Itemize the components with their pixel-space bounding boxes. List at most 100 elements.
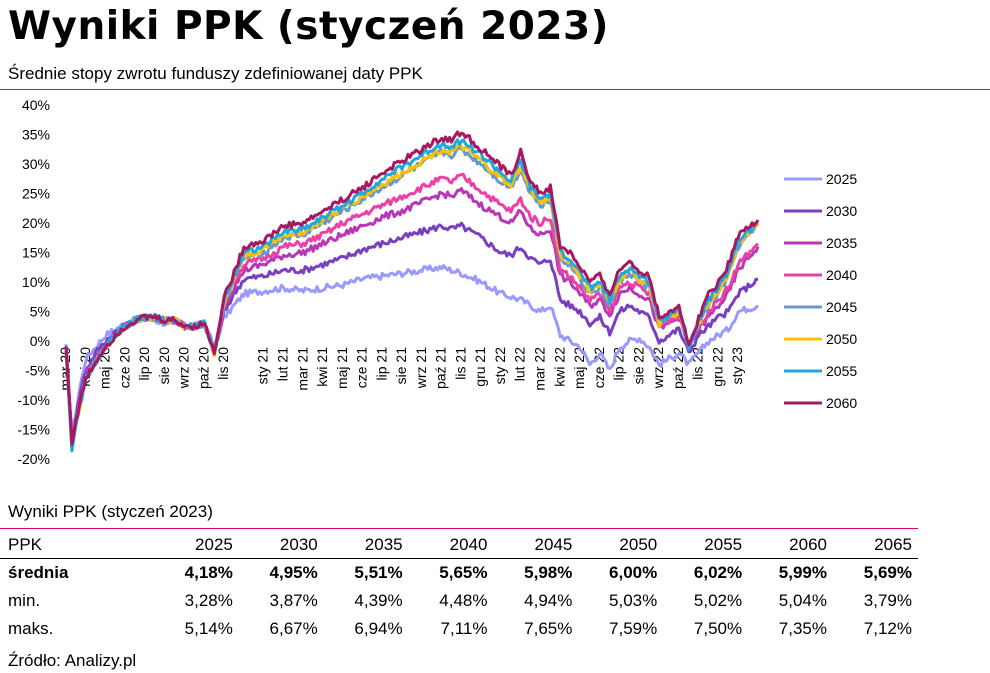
column-header: 2045 [493, 532, 579, 559]
table-cell: 7,59% [609, 619, 658, 638]
x-tick-label: gru 21 [472, 347, 488, 387]
x-tick-label: gru 22 [709, 347, 725, 387]
legend-label-2035: 2035 [826, 235, 857, 251]
y-tick-label: -5% [25, 363, 50, 379]
x-tick-label: lip 20 [136, 347, 152, 381]
table-cell: 5,65% [439, 563, 488, 582]
y-tick-label: 5% [30, 304, 50, 320]
table-cell: 4,95% [269, 563, 318, 582]
table-cell: 7,65% [524, 619, 573, 638]
legend-label-2060: 2060 [826, 395, 857, 411]
table-cell: 7,50% [693, 619, 743, 638]
series-line-2030 [64, 221, 759, 446]
y-tick-label: 0% [30, 333, 50, 349]
y-tick-label: -15% [17, 422, 50, 438]
table-caption: Wyniki PPK (styczeń 2023) [8, 502, 213, 521]
y-tick-label: 40% [22, 97, 50, 113]
legend-label-2045: 2045 [826, 299, 857, 315]
column-header: 2040 [408, 532, 494, 559]
table-row-average: średnia 4,18% 4,95% 5,51% 5,65% 5,98% 6,… [0, 559, 918, 588]
legend-label-2050: 2050 [826, 331, 857, 347]
column-header: 2025 [154, 532, 239, 559]
table-cell: 7,12% [863, 619, 912, 638]
table-cell: 5,99% [778, 563, 827, 582]
legend-label-2025: 2025 [826, 171, 857, 187]
x-tick-label: lis 21 [452, 347, 468, 380]
line-chart: -20% -15% -10% -5% 0% 5% 10% 15% 20% 25% 30% 35% 40%… [17, 97, 857, 467]
table-cell: 3,79% [863, 591, 912, 610]
table-header-row: PPK 2025 2030 2035 2040 2045 2050 2055 2… [0, 532, 918, 559]
table-cell: 4,18% [184, 563, 233, 582]
y-axis: -20% -15% -10% -5% 0% 5% 10% 15% 20% 25% 30% 35% 40% [17, 97, 50, 467]
legend-label-2055: 2055 [826, 363, 857, 379]
table-cell: 3,87% [269, 591, 318, 610]
table-cell: 5,98% [524, 563, 573, 582]
y-tick-label: 20% [22, 215, 50, 231]
x-tick-label: wrz 21 [413, 347, 429, 389]
title-rule [0, 89, 990, 90]
table-cell: 4,48% [439, 591, 488, 610]
x-tick-label: lut 22 [512, 347, 528, 381]
x-tick-label: mar 21 [294, 347, 310, 391]
table-cell: 3,28% [184, 591, 233, 610]
table-cell: 5,69% [863, 563, 912, 582]
source-note: Źródło: Analizy.pl [8, 651, 137, 670]
x-tick-label: maj 22 [571, 347, 587, 389]
results-table: PPK 2025 2030 2035 2040 2045 2050 2055 2… [0, 532, 918, 643]
table-cell: 5,04% [778, 591, 827, 610]
page-title: Wyniki PPK (styczeń 2023) [8, 4, 610, 49]
x-tick-label: lip 21 [373, 347, 389, 381]
column-header: 2035 [323, 532, 409, 559]
x-axis: mar 20 kwi 20 maj 20 cze 20 lip 20 sie 20 wrz … [57, 347, 745, 391]
column-header: 2030 [238, 532, 324, 559]
table-cell: 6,94% [354, 619, 403, 638]
column-header: 2060 [748, 532, 833, 559]
y-tick-label: 15% [22, 245, 50, 261]
column-header: 2055 [663, 532, 749, 559]
series-line-2035 [64, 187, 760, 442]
x-tick-label: wrz 20 [176, 347, 192, 389]
table-header-label: PPK [0, 532, 154, 559]
x-tick-label: paź 21 [433, 347, 449, 389]
table-cell: 7,11% [440, 619, 488, 638]
table-cell: 5,14% [184, 619, 233, 638]
table-cell: 6,67% [269, 619, 318, 638]
y-tick-label: 25% [22, 186, 50, 202]
table-rule [0, 528, 918, 529]
y-tick-label: -20% [17, 451, 50, 467]
x-tick-label: sty 23 [729, 347, 745, 385]
table-cell: 6,02% [693, 563, 743, 582]
series-line-2040 [64, 172, 760, 447]
x-tick-label: lis 20 [215, 347, 231, 380]
x-tick-label: sie 22 [630, 347, 646, 385]
row-label: maks. [8, 619, 54, 638]
x-tick-label: mar 22 [532, 347, 548, 391]
x-tick-label: maj 21 [334, 347, 350, 389]
table-cell: 5,02% [693, 591, 743, 610]
row-label: średnia [8, 563, 69, 582]
x-tick-label: sie 20 [156, 347, 172, 385]
legend: 2025 2030 2035 2040 2045 2050 2055 2060 [784, 171, 857, 411]
table-cell: 5,03% [609, 591, 658, 610]
column-header: 2050 [578, 532, 664, 559]
table-cell: 4,94% [524, 591, 573, 610]
x-tick-label: cze 20 [116, 347, 132, 388]
x-tick-label: sie 21 [393, 347, 409, 385]
y-tick-label: -10% [17, 392, 50, 408]
series-lines [64, 130, 760, 453]
x-tick-label: paź 20 [195, 347, 211, 389]
table-row-max: maks. 5,14% 6,67% 6,94% 7,11% 7,65% 7,59… [0, 615, 918, 643]
y-tick-label: 30% [22, 156, 50, 172]
table-cell: 6,00% [609, 563, 658, 582]
x-tick-label: lut 21 [274, 347, 290, 381]
table-row-min: min. 3,28% 3,87% 4,39% 4,48% 4,94% 5,03%… [0, 587, 918, 615]
table-cell: 5,51% [354, 563, 403, 582]
x-tick-label: cze 21 [354, 347, 370, 388]
row-label: min. [8, 591, 41, 610]
x-tick-label: kwi 21 [314, 347, 330, 387]
x-tick-label: kwi 22 [551, 347, 567, 387]
y-tick-label: 35% [22, 127, 50, 143]
table-cell: 7,35% [778, 619, 827, 638]
legend-label-2040: 2040 [826, 267, 857, 283]
x-tick-label: sty 22 [492, 347, 508, 385]
